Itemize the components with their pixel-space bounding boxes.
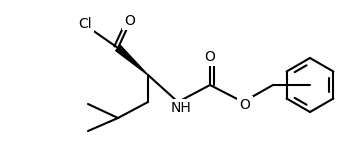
Text: O: O: [205, 50, 216, 64]
Text: O: O: [125, 14, 136, 28]
Polygon shape: [116, 45, 148, 75]
Text: Cl: Cl: [78, 17, 92, 31]
Text: O: O: [240, 98, 250, 112]
Text: NH: NH: [171, 101, 192, 115]
